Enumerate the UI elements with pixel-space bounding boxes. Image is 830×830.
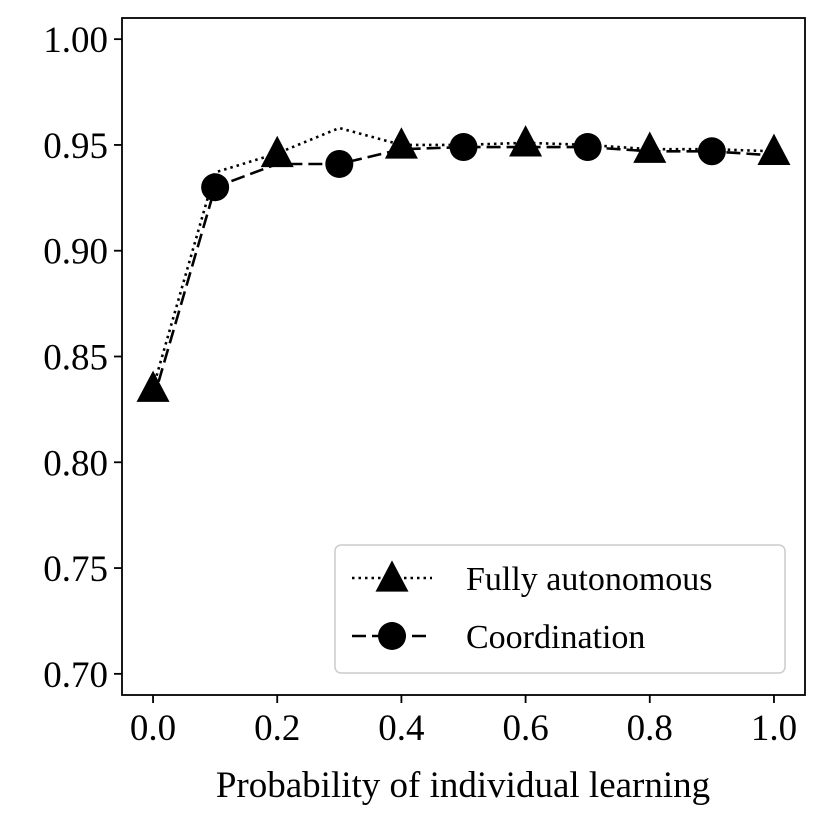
y-tick-label: 0.75 xyxy=(43,549,108,590)
circle-marker xyxy=(573,133,602,162)
circle-marker xyxy=(449,133,478,162)
x-axis-label: Probability of individual learning xyxy=(216,765,710,806)
y-tick-label: 0.90 xyxy=(43,232,108,273)
plot-markers xyxy=(136,125,791,402)
legend-label-0: Fully autonomous xyxy=(466,561,713,598)
triangle-marker xyxy=(509,125,543,157)
x-axis-ticks: 0.0 0.2 0.4 0.6 0.8 1.0 xyxy=(130,695,797,749)
legend-circle-marker xyxy=(378,622,406,650)
x-tick-label: 0.6 xyxy=(502,708,548,749)
legend-triangle-marker xyxy=(375,560,409,592)
y-tick-label: 1.00 xyxy=(43,20,108,61)
legend-frame xyxy=(334,544,786,674)
y-tick-label: 0.95 xyxy=(43,126,108,167)
y-tick-label: 0.70 xyxy=(43,655,108,696)
triangle-marker xyxy=(633,131,667,163)
y-tick-label: 0.80 xyxy=(43,443,108,484)
legend: Fully autonomous Coordination xyxy=(334,544,786,674)
x-tick-label: 0.2 xyxy=(254,708,300,749)
series-line-0 xyxy=(151,126,775,389)
x-tick-label: 0.0 xyxy=(130,708,176,749)
circle-marker xyxy=(697,137,726,166)
plot-lines xyxy=(151,126,775,402)
x-tick-label: 0.4 xyxy=(378,708,424,749)
x-tick-label: 0.8 xyxy=(627,708,673,749)
circle-marker xyxy=(201,173,230,202)
triangle-marker xyxy=(136,370,170,402)
legend-entries: Fully autonomous Coordination xyxy=(352,560,713,656)
circle-marker xyxy=(325,149,354,178)
legend-label-1: Coordination xyxy=(466,619,645,656)
y-axis-ticks: 0.70 0.75 0.80 0.85 0.90 0.95 1.00 xyxy=(43,20,122,696)
y-tick-label: 0.85 xyxy=(43,338,108,379)
x-tick-label: 1.0 xyxy=(751,708,797,749)
triangle-marker xyxy=(260,135,294,168)
series-line-1 xyxy=(151,145,775,402)
triangle-marker xyxy=(757,133,791,165)
triangle-marker xyxy=(384,127,418,159)
